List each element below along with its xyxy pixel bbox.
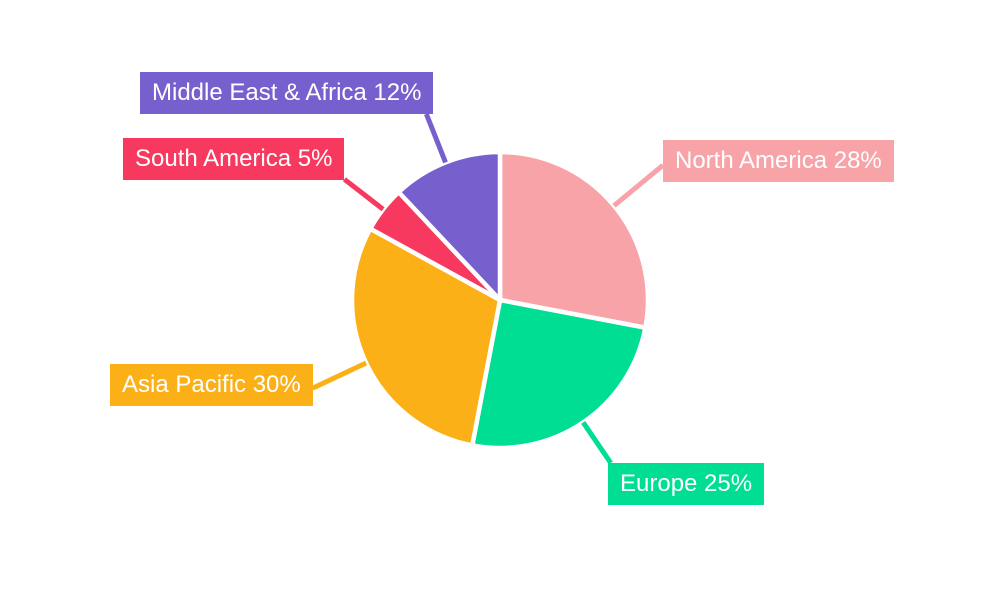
leader-line-south-america: [342, 177, 385, 212]
slice-label-asia-pacific: Asia Pacific 30%: [110, 364, 313, 406]
slice-label-europe: Europe 25%: [608, 463, 765, 505]
pie-slice-middle-east-africa[interactable]: [396, 149, 503, 303]
pie-slice-north-america[interactable]: [497, 149, 651, 330]
leader-line-asia-pacific: [311, 360, 368, 391]
leader-line-middle-east-africa: [424, 113, 448, 164]
slice-label-middle-east-africa: Middle East & Africa 12%: [140, 72, 434, 114]
pie-slice-europe[interactable]: [470, 297, 648, 451]
slice-label-south-america: South America 5%: [123, 138, 345, 180]
leader-line-europe: [581, 421, 613, 465]
leader-line-north-america: [612, 163, 665, 208]
slice-label-north-america: North America 28%: [663, 140, 894, 182]
